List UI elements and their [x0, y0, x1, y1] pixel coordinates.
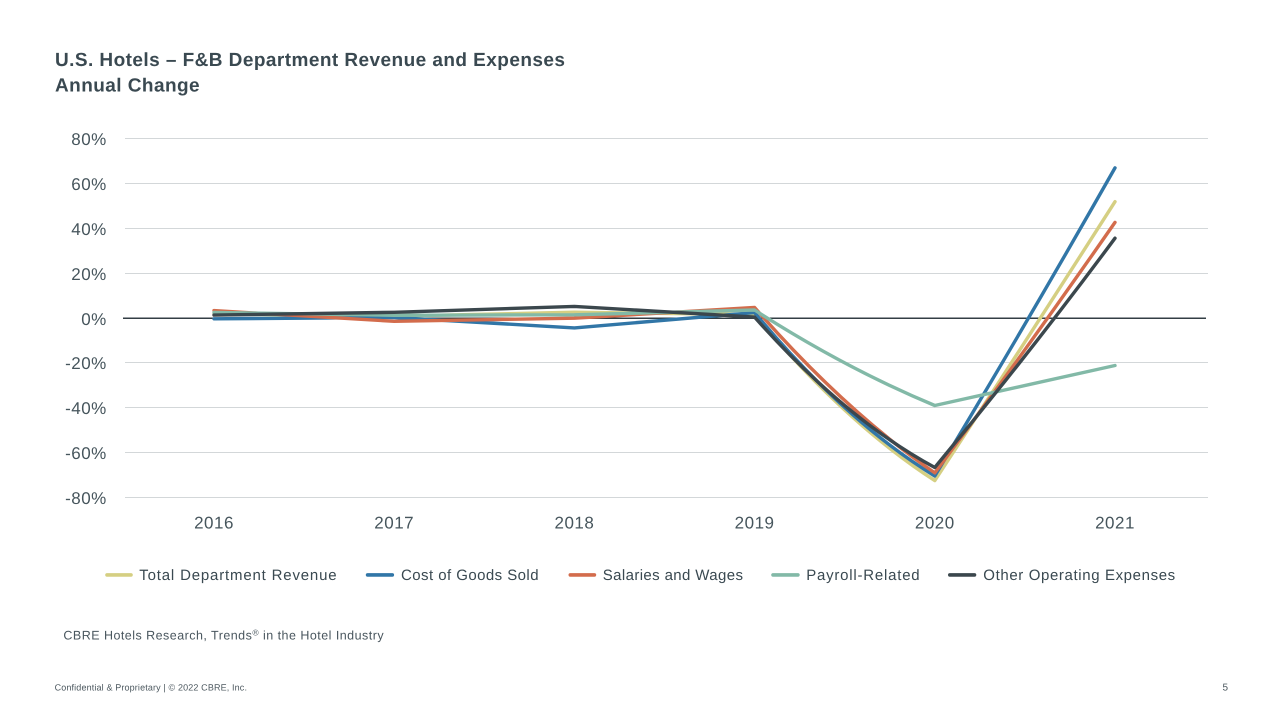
svg-text:-40%: -40%	[65, 399, 107, 418]
svg-text:Cost of Goods Sold: Cost of Goods Sold	[401, 567, 539, 584]
svg-text:-80%: -80%	[65, 489, 107, 508]
svg-text:Confidential & Proprietary | ©: Confidential & Proprietary | © 2022 CBRE…	[55, 683, 248, 693]
svg-text:40%: 40%	[71, 220, 107, 239]
svg-text:2019: 2019	[735, 514, 775, 533]
svg-text:20%: 20%	[71, 265, 107, 284]
svg-text:Total Department Revenue: Total Department Revenue	[139, 567, 337, 584]
svg-text:5: 5	[1222, 683, 1228, 694]
svg-text:2016: 2016	[194, 514, 234, 533]
svg-text:CBRE Hotels Research, Trends®: CBRE Hotels Research, Trends® in the Hot…	[63, 628, 384, 643]
svg-text:2021: 2021	[1095, 514, 1135, 533]
svg-text:-20%: -20%	[65, 354, 107, 373]
svg-text:0%: 0%	[81, 310, 107, 329]
svg-text:80%: 80%	[71, 130, 107, 149]
svg-text:-60%: -60%	[65, 444, 107, 463]
svg-text:2020: 2020	[915, 514, 955, 533]
svg-text:U.S. Hotels – F&B Department R: U.S. Hotels – F&B Department Revenue and…	[55, 50, 565, 71]
svg-text:Salaries and Wages: Salaries and Wages	[603, 567, 744, 584]
svg-text:Payroll-Related: Payroll-Related	[806, 567, 920, 584]
svg-text:60%: 60%	[71, 175, 107, 194]
svg-text:Other Operating Expenses: Other Operating Expenses	[983, 567, 1175, 584]
svg-text:2018: 2018	[554, 514, 594, 533]
svg-text:2017: 2017	[374, 514, 414, 533]
svg-text:Annual Change: Annual Change	[55, 76, 200, 97]
